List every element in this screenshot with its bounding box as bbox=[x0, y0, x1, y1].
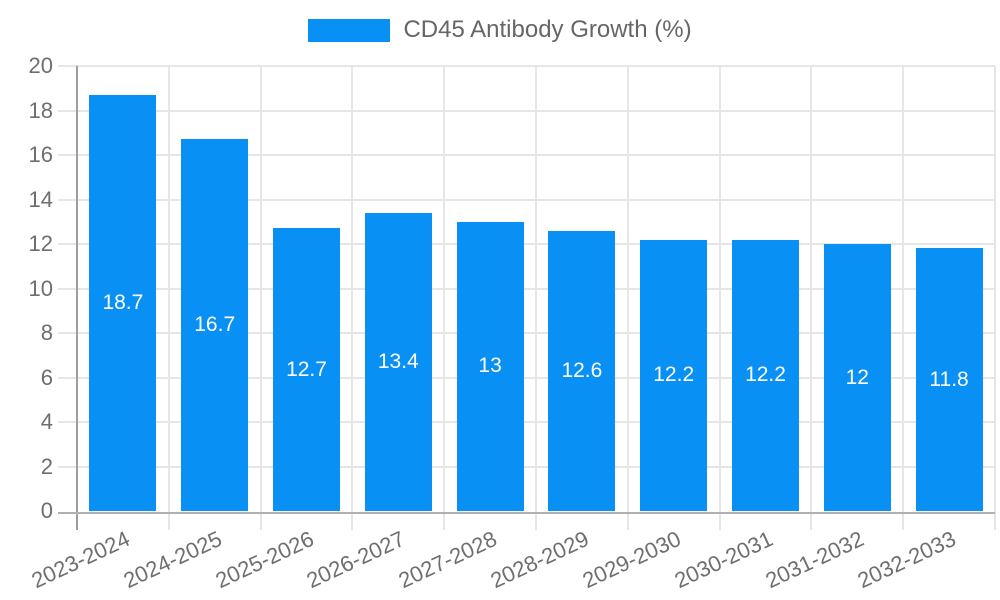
gridline-y bbox=[58, 243, 995, 245]
legend-label: CD45 Antibody Growth (%) bbox=[403, 16, 692, 43]
y-tick-label: 4 bbox=[40, 409, 53, 434]
bar[interactable] bbox=[640, 239, 708, 511]
y-tick-label: 0 bbox=[40, 498, 53, 523]
bar-value-label: 13.4 bbox=[377, 349, 419, 373]
bar-value-label: 11.8 bbox=[929, 367, 969, 391]
legend-swatch bbox=[308, 18, 391, 42]
gridline-x bbox=[902, 66, 905, 530]
gridline-x bbox=[994, 66, 996, 530]
gridline-x bbox=[718, 66, 721, 530]
gridline-y bbox=[58, 198, 995, 201]
y-tick-label: 20 bbox=[28, 53, 53, 78]
gridline-x bbox=[259, 66, 262, 530]
gridline-y bbox=[58, 465, 995, 468]
gridline-y bbox=[58, 332, 995, 334]
bar[interactable] bbox=[732, 239, 799, 511]
gridline-x bbox=[810, 66, 813, 530]
bar-value-label: 12.6 bbox=[561, 358, 603, 382]
y-tick-label: 6 bbox=[40, 364, 53, 390]
y-axis-line bbox=[76, 66, 78, 530]
gridline-x bbox=[626, 66, 629, 530]
bar[interactable] bbox=[548, 230, 616, 511]
bar-value-label: 12 bbox=[845, 365, 869, 389]
bar[interactable] bbox=[364, 212, 432, 511]
y-tick-label: 8 bbox=[40, 320, 53, 345]
bar-value-label: 12.2 bbox=[745, 363, 786, 387]
y-tick-label: 16 bbox=[28, 142, 53, 167]
bar-value-label: 12.2 bbox=[653, 363, 695, 387]
gridline-y bbox=[58, 154, 995, 156]
gridline-x bbox=[167, 66, 170, 530]
gridline-y bbox=[58, 65, 995, 67]
gridline-y bbox=[58, 109, 995, 112]
bar[interactable] bbox=[915, 248, 983, 511]
y-tick-label: 12 bbox=[28, 231, 53, 256]
y-tick-label: 18 bbox=[28, 97, 53, 123]
y-tick-label: 2 bbox=[40, 453, 53, 479]
bar-value-label: 16.7 bbox=[194, 313, 236, 337]
gridline-x bbox=[351, 66, 354, 530]
bar-value-label: 12.7 bbox=[286, 357, 327, 381]
bar[interactable] bbox=[273, 228, 340, 511]
bar[interactable] bbox=[181, 139, 249, 511]
legend[interactable]: CD45 Antibody Growth (%) bbox=[0, 16, 1000, 44]
bar[interactable] bbox=[823, 244, 891, 511]
y-tick-label: 10 bbox=[28, 275, 53, 301]
bar[interactable] bbox=[456, 221, 524, 511]
gridline-x bbox=[443, 66, 446, 530]
x-axis-line bbox=[58, 512, 995, 514]
bar-value-label: 18.7 bbox=[102, 290, 144, 314]
y-tick-label: 14 bbox=[28, 186, 53, 212]
gridline-x bbox=[535, 66, 537, 530]
gridline-y bbox=[58, 287, 995, 290]
bar[interactable] bbox=[89, 94, 157, 511]
gridline-y bbox=[58, 376, 995, 379]
gridline-y bbox=[58, 421, 995, 423]
bar-value-label: 13 bbox=[478, 354, 502, 378]
